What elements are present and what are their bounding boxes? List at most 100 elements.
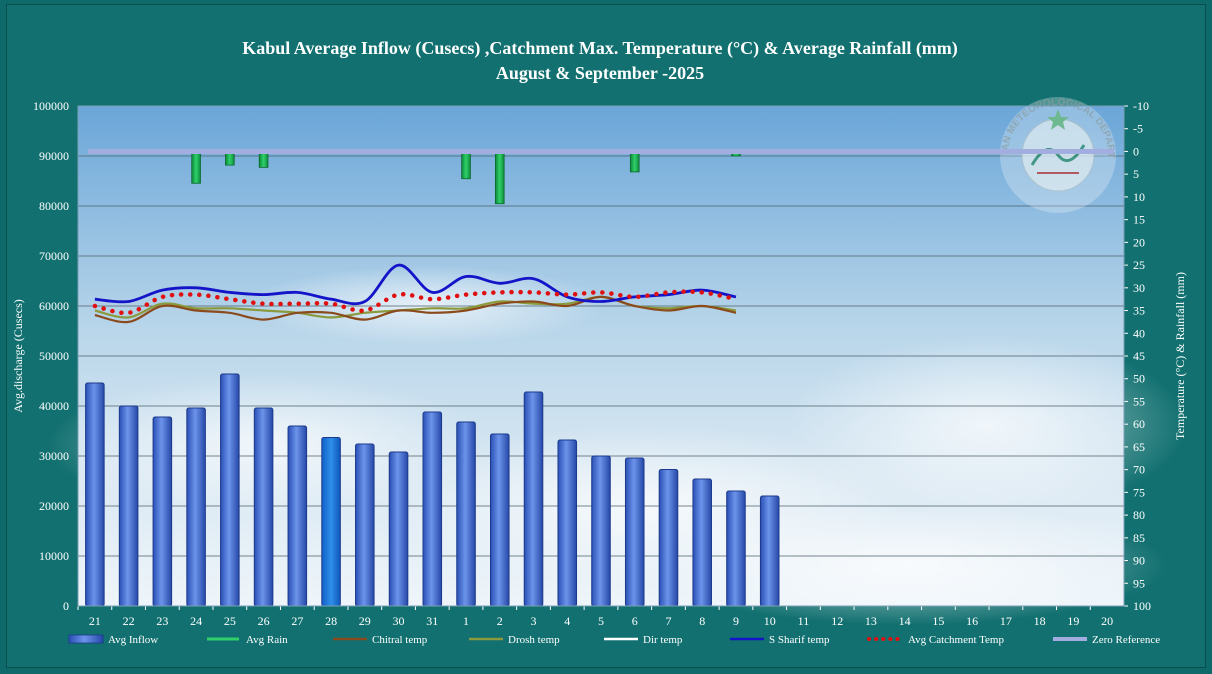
- x-tick-label: 5: [598, 614, 604, 628]
- left-tick-label: 30000: [39, 449, 69, 463]
- rain-bar: [461, 151, 471, 180]
- right-tick-label: -10: [1133, 99, 1149, 113]
- x-tick-label: 3: [531, 614, 537, 628]
- inflow-bars: [85, 373, 780, 607]
- chart-frame: Kabul Average Inflow (Cusecs) ,Catchment…: [6, 4, 1206, 668]
- right-tick-label: 0: [1133, 144, 1139, 158]
- x-tick-label: 9: [733, 614, 739, 628]
- legend-item-avg-inflow: Avg Inflow: [68, 634, 158, 646]
- right-tick-label: 20: [1133, 235, 1145, 249]
- x-tick-label: 28: [325, 614, 337, 628]
- inflow-bar: [557, 439, 578, 607]
- inflow-bar: [118, 405, 139, 607]
- x-tick-label: 27: [291, 614, 303, 628]
- chart-subtitle: August & September -2025: [496, 63, 704, 83]
- left-tick-label: 10000: [39, 549, 69, 563]
- legend-label: Avg Inflow: [108, 634, 158, 646]
- x-axis-ticks: 21 22 23 24 25 26 27 28 29 30 31 1 2 3 4 5 6 7 8 9 10 11 12 13 1…: [77, 606, 1113, 628]
- left-tick-label: 90000: [39, 149, 69, 163]
- inflow-bar: [152, 416, 173, 607]
- inflow-bar: [186, 407, 206, 607]
- inflow-bar: [456, 421, 476, 607]
- right-tick-label: 5: [1133, 167, 1139, 181]
- legend-item-drosh-temp: Drosh temp: [469, 634, 560, 646]
- legend-label: Avg Catchment Temp: [908, 634, 1004, 646]
- inflow-bar: [422, 411, 443, 607]
- x-tick-label: 7: [665, 614, 671, 628]
- x-tick-label: 22: [123, 614, 135, 628]
- legend-label: S Sharif temp: [769, 634, 830, 646]
- legend-swatch: [68, 634, 104, 644]
- left-tick-label: 40000: [39, 399, 69, 413]
- x-tick-label: 25: [224, 614, 236, 628]
- rain-bar: [191, 151, 201, 184]
- avg-catchment-temp-line: [92, 289, 739, 316]
- chitral-temp-line: [94, 295, 737, 324]
- chart-svg: Kabul Average Inflow (Cusecs) ,Catchment…: [7, 5, 1187, 646]
- left-axis-ticks: 0 10000 20000 30000 40000 50000 60000 70000 8000…: [33, 99, 69, 613]
- inflow-bar: [658, 469, 679, 607]
- legend-label: Dir temp: [643, 634, 683, 646]
- left-tick-label: 60000: [39, 299, 69, 313]
- legend-label: Chitral temp: [372, 634, 428, 646]
- right-tick-label: 95: [1133, 576, 1145, 590]
- legend-item-zero-reference: Zero Reference: [1053, 634, 1160, 646]
- x-tick-label: 26: [258, 614, 270, 628]
- right-tick-label: 15: [1133, 213, 1145, 227]
- x-tick-label: 23: [156, 614, 168, 628]
- inflow-bar: [759, 495, 780, 607]
- x-tick-label: 16: [966, 614, 978, 628]
- left-tick-label: 100000: [33, 99, 69, 113]
- left-tick-label: 50000: [39, 349, 69, 363]
- x-tick-label: 13: [865, 614, 877, 628]
- right-tick-label: 75: [1133, 485, 1145, 499]
- chart-title: Kabul Average Inflow (Cusecs) ,Catchment…: [242, 38, 958, 59]
- x-tick-label: 21: [89, 614, 101, 628]
- x-tick-label: 29: [359, 614, 371, 628]
- x-tick-label: 4: [564, 614, 570, 628]
- legend-item-s-sharif-temp: S Sharif temp: [730, 634, 830, 646]
- right-axis-ticks: -10 -5 0 5 10 15 20 25 30 35 40 45 50 55 60 65 70 75 80 85 9…: [1124, 99, 1151, 613]
- x-tick-label: 6: [632, 614, 638, 628]
- right-tick-label: -5: [1133, 122, 1143, 136]
- legend-label: Zero Reference: [1092, 634, 1160, 646]
- rain-bar: [494, 151, 505, 205]
- x-tick-label: 15: [932, 614, 944, 628]
- legend-item-dir-temp: Dir temp: [604, 634, 683, 646]
- right-tick-label: 90: [1133, 554, 1145, 568]
- inflow-bar: [355, 443, 375, 607]
- y-axis-label-left: Avg.discharge (Cusecs): [11, 299, 25, 413]
- inflow-bar: [321, 437, 341, 607]
- legend-item-avg-rain: Avg Rain: [207, 634, 288, 646]
- right-tick-label: 55: [1133, 394, 1145, 408]
- rain-bar: [629, 151, 640, 173]
- x-tick-label: 24: [190, 614, 202, 628]
- legend-label: Drosh temp: [508, 634, 560, 646]
- right-tick-label: 100: [1133, 599, 1151, 613]
- temperature-lines: [88, 148, 1114, 324]
- x-tick-label: 10: [764, 614, 776, 628]
- right-tick-label: 60: [1133, 417, 1145, 431]
- inflow-bar: [726, 490, 746, 607]
- left-tick-label: 70000: [39, 249, 69, 263]
- legend-label: Avg Rain: [246, 634, 288, 646]
- left-tick-label: 20000: [39, 499, 69, 513]
- right-tick-label: 85: [1133, 531, 1145, 545]
- legend: Avg Inflow Avg Rain Chitral temp Drosh temp…: [68, 634, 1160, 646]
- x-tick-label: 11: [798, 614, 810, 628]
- right-tick-label: 10: [1133, 190, 1145, 204]
- inflow-bar: [287, 425, 308, 607]
- inflow-bar: [692, 478, 713, 607]
- x-tick-label: 17: [1000, 614, 1012, 628]
- inflow-bar: [624, 457, 645, 607]
- right-tick-label: 80: [1133, 508, 1145, 522]
- legend-item-chitral-temp: Chitral temp: [333, 634, 428, 646]
- inflow-bar: [591, 455, 611, 607]
- right-tick-label: 35: [1133, 304, 1145, 318]
- x-tick-label: 19: [1067, 614, 1079, 628]
- right-tick-label: 50: [1133, 372, 1145, 386]
- x-tick-label: 2: [497, 614, 503, 628]
- right-tick-label: 70: [1133, 463, 1145, 477]
- y-axis-label-right: Temperature (°C) & Rainfall (mm): [1173, 272, 1187, 440]
- x-tick-label: 18: [1034, 614, 1046, 628]
